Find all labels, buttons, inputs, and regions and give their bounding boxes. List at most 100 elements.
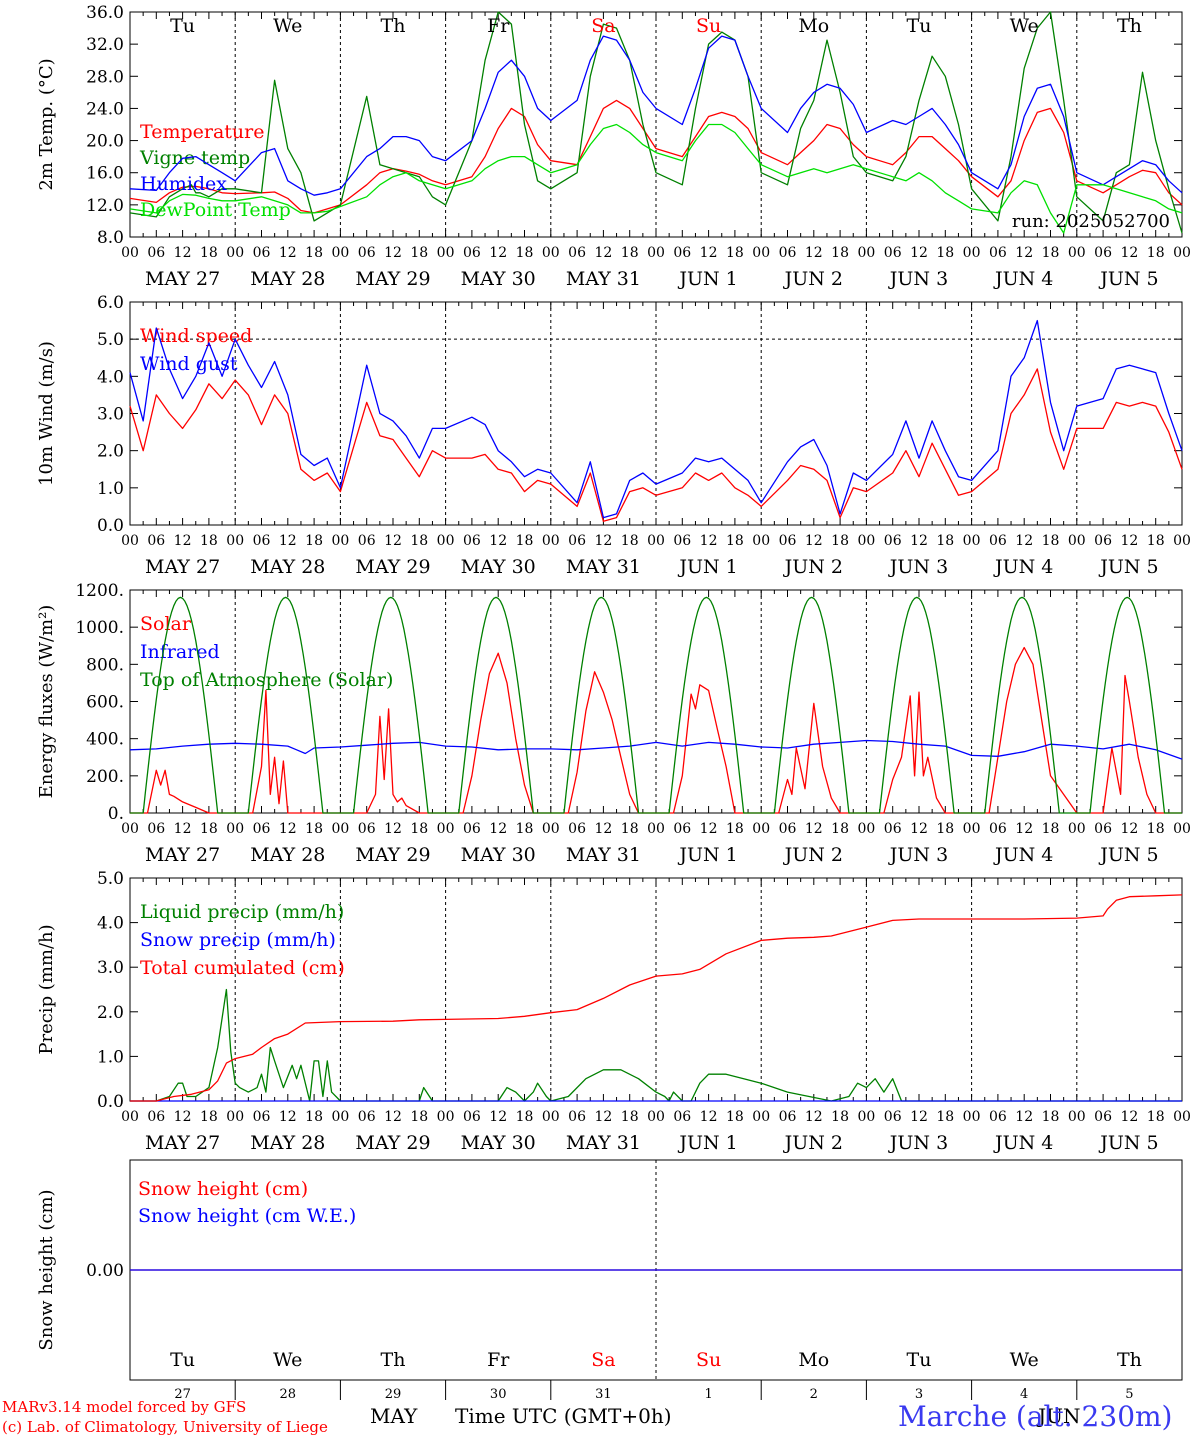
hour-tick-label: 18 (410, 533, 428, 549)
hour-tick-label: 18 (726, 821, 744, 837)
hour-tick-label: 06 (989, 821, 1007, 837)
hour-tick-label: 12 (174, 245, 192, 261)
hour-tick-label: 18 (621, 821, 639, 837)
legend-entry: Total cumulated (cm) (140, 957, 345, 979)
month-label: MAY (370, 1404, 418, 1428)
weekday-label: Th (1117, 15, 1142, 37)
date-label: MAY 31 (566, 844, 641, 866)
date-label: MAY 28 (250, 1132, 325, 1154)
hour-tick-label: 06 (253, 245, 271, 261)
day-number-label: 31 (595, 1387, 612, 1402)
hour-tick-label: 06 (358, 533, 376, 549)
hour-tick-label: 00 (857, 821, 875, 837)
hour-tick-label: 00 (542, 821, 560, 837)
weekday-label: We (1010, 15, 1039, 37)
hour-tick-label: 18 (516, 821, 534, 837)
weekday-label: Sa (591, 1349, 615, 1371)
hour-tick-label: 00 (542, 1109, 560, 1125)
date-label: JUN 2 (783, 556, 843, 578)
hour-tick-label: 00 (331, 533, 349, 549)
hour-tick-label: 06 (358, 821, 376, 837)
y-axis-label: 10m Wind (m/s) (36, 341, 57, 486)
hour-tick-label: 00 (963, 821, 981, 837)
hour-tick-label: 00 (857, 533, 875, 549)
date-label: MAY 28 (250, 844, 325, 866)
hour-tick-label: 12 (700, 1109, 718, 1125)
series-line-solar (130, 646, 1182, 814)
hour-tick-label: 00 (331, 245, 349, 261)
day-number-label: 29 (385, 1387, 402, 1402)
hour-tick-label: 12 (594, 1109, 612, 1125)
date-label: JUN 1 (677, 268, 737, 290)
y-tick-label: 1200. (75, 581, 124, 601)
legend-entry: Snow precip (mm/h) (140, 929, 336, 951)
series-line-liquid-precip-mm-h (130, 988, 1182, 1102)
hour-tick-label: 00 (857, 245, 875, 261)
hour-tick-label: 06 (147, 1109, 165, 1125)
hour-tick-label: 18 (1042, 533, 1060, 549)
series-line-temperature (129, 99, 1183, 214)
y-tick-label: 16.0 (86, 164, 124, 184)
series-line-dewpoint-temp (129, 123, 1183, 234)
hour-tick-label: 00 (963, 1109, 981, 1125)
hour-tick-label: 00 (963, 245, 981, 261)
hour-tick-label: 06 (568, 245, 586, 261)
legend-entry: Temperature (140, 121, 264, 143)
y-tick-label: 3.0 (97, 405, 124, 425)
day-number-label: 30 (490, 1387, 507, 1402)
hour-tick-label: 18 (831, 821, 849, 837)
y-tick-label: 24.0 (86, 99, 124, 119)
hour-tick-label: 00 (437, 821, 455, 837)
hour-tick-label: 00 (1068, 533, 1086, 549)
hour-tick-label: 18 (305, 533, 323, 549)
weekday-label: Tu (907, 15, 932, 37)
hour-tick-label: 12 (1120, 821, 1138, 837)
hour-tick-label: 06 (779, 245, 797, 261)
hour-tick-label: 18 (410, 821, 428, 837)
hour-tick-label: 12 (700, 245, 718, 261)
legend-entry: Solar (140, 613, 192, 635)
weekday-label: Th (381, 15, 406, 37)
hour-tick-label: 00 (437, 533, 455, 549)
date-label: JUN 4 (993, 268, 1053, 290)
hour-tick-label: 18 (1147, 821, 1165, 837)
hour-tick-label: 06 (779, 1109, 797, 1125)
day-number-label: 2 (810, 1387, 818, 1402)
hour-tick-label: 00 (1173, 821, 1191, 837)
date-label: JUN 4 (993, 556, 1053, 578)
station-title: Marche (alt. 230m) (898, 1400, 1173, 1433)
hour-tick-label: 12 (594, 533, 612, 549)
hour-tick-label: 18 (936, 821, 954, 837)
hour-tick-label: 06 (568, 1109, 586, 1125)
y-tick-label: 2.0 (97, 442, 124, 462)
series-line-wind-gust (129, 319, 1183, 519)
y-tick-label: 5.0 (97, 330, 124, 350)
weekday-label: We (273, 15, 302, 37)
weekday-label: Mo (798, 15, 829, 37)
hour-tick-label: 12 (910, 533, 928, 549)
hour-tick-label: 06 (1094, 533, 1112, 549)
hour-tick-label: 12 (1015, 1109, 1033, 1125)
y-axis-label: Snow height (cm) (36, 1189, 57, 1350)
hour-tick-label: 06 (358, 1109, 376, 1125)
date-label: MAY 27 (145, 1132, 220, 1154)
date-label: JUN 5 (1098, 844, 1158, 866)
hour-tick-label: 06 (1094, 1109, 1112, 1125)
date-label: JUN 1 (677, 844, 737, 866)
panel-3: 0. 200. 400. 600. 800. 1000. 1200. Energy fluxe… (36, 581, 1191, 866)
legend-entry: Top of Atmosphere (Solar) (140, 669, 393, 691)
y-tick-label: 4.0 (97, 914, 124, 934)
date-label: MAY 27 (145, 556, 220, 578)
y-tick-label: 12.0 (86, 196, 124, 216)
hour-tick-label: 06 (779, 533, 797, 549)
hour-tick-label: 06 (147, 245, 165, 261)
legend-entry: Wind speed (140, 325, 252, 347)
hour-tick-label: 12 (384, 245, 402, 261)
date-label: MAY 29 (355, 1132, 430, 1154)
weekday-label: Sa (591, 15, 615, 37)
hour-tick-label: 06 (673, 245, 691, 261)
hour-tick-label: 12 (174, 1109, 192, 1125)
legend-entry: Liquid precip (mm/h) (140, 901, 344, 923)
hour-tick-label: 18 (1147, 1109, 1165, 1125)
